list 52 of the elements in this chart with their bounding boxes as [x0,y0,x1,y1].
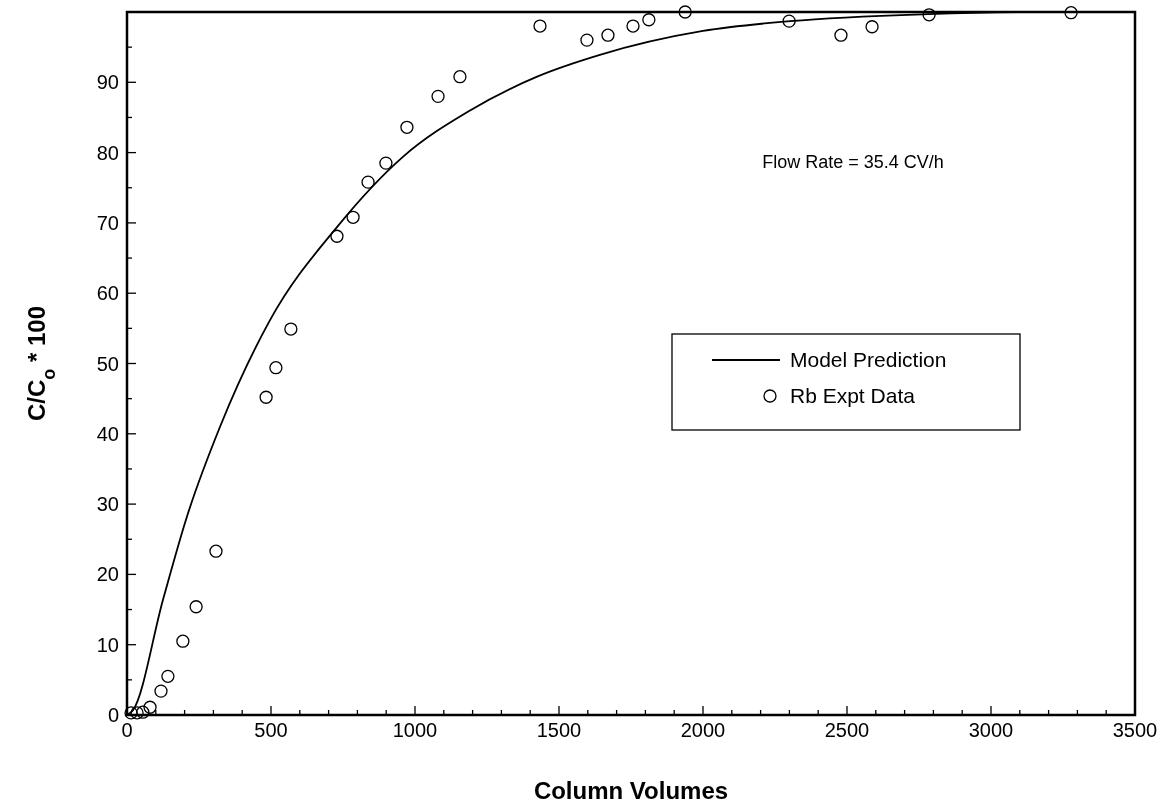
point [361,175,375,189]
x-tick-label: 2500 [824,719,870,741]
point [189,600,203,614]
point [284,322,298,336]
point [130,706,144,720]
point [143,700,157,714]
y-tick-label: 0 [107,704,119,726]
point [601,28,615,42]
x-tick-label: 0 [121,719,133,741]
legend-label: Model Prediction [790,348,947,372]
y-tick-label: 80 [96,141,119,164]
point [580,33,594,47]
point [400,120,414,134]
y-tick-label: 20 [96,563,119,586]
x-tick-label: 3000 [968,719,1014,741]
y-tick-label: 50 [96,352,119,375]
y-tick-label: 10 [96,633,119,656]
x-axis-title: Column Volumes [533,777,729,804]
point [330,229,344,243]
point [533,19,547,33]
x-tick-label: 500 [254,719,288,741]
point [161,669,175,683]
point [269,361,283,375]
point [453,70,467,84]
point [259,390,273,404]
legend-label: Rb Expt Data [790,384,916,408]
point [782,14,796,28]
x-tick-label: 1000 [392,719,438,741]
point [678,5,692,19]
point [922,8,936,22]
point [1064,6,1078,20]
point [642,13,656,27]
point [834,28,848,42]
point [346,210,360,224]
point [431,89,445,104]
x-tick-label: 1500 [536,719,582,741]
y-tick-label: 40 [96,422,119,445]
point [136,705,150,719]
x-tick-label: 2000 [680,719,726,741]
annotation: Flow Rate = 35.4 CV/h [762,152,944,172]
point [209,544,223,558]
point [865,20,879,34]
point [124,706,138,720]
point [176,634,190,648]
y-tick-label: 30 [96,493,119,516]
y-tick-label: 70 [96,211,119,234]
point [626,19,640,33]
x-tick-label: 3500 [1112,719,1158,741]
point [379,156,393,170]
y-tick-label: 90 [96,71,119,94]
point [154,684,168,698]
y-tick-label: 60 [96,282,119,305]
